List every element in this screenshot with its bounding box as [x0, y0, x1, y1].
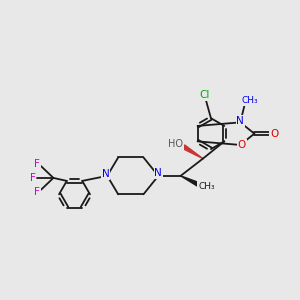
Text: HO: HO [168, 140, 183, 149]
Text: N: N [154, 169, 162, 178]
Text: N: N [236, 116, 244, 126]
Polygon shape [182, 145, 203, 159]
Text: N: N [102, 169, 110, 179]
Polygon shape [181, 176, 200, 187]
Text: F: F [34, 159, 40, 169]
Text: O: O [238, 140, 246, 150]
Text: F: F [34, 187, 40, 197]
Text: CH₃: CH₃ [198, 182, 215, 191]
Text: CH₃: CH₃ [242, 97, 259, 106]
Text: F: F [30, 173, 35, 183]
Text: O: O [270, 129, 278, 139]
Text: Cl: Cl [199, 90, 209, 100]
